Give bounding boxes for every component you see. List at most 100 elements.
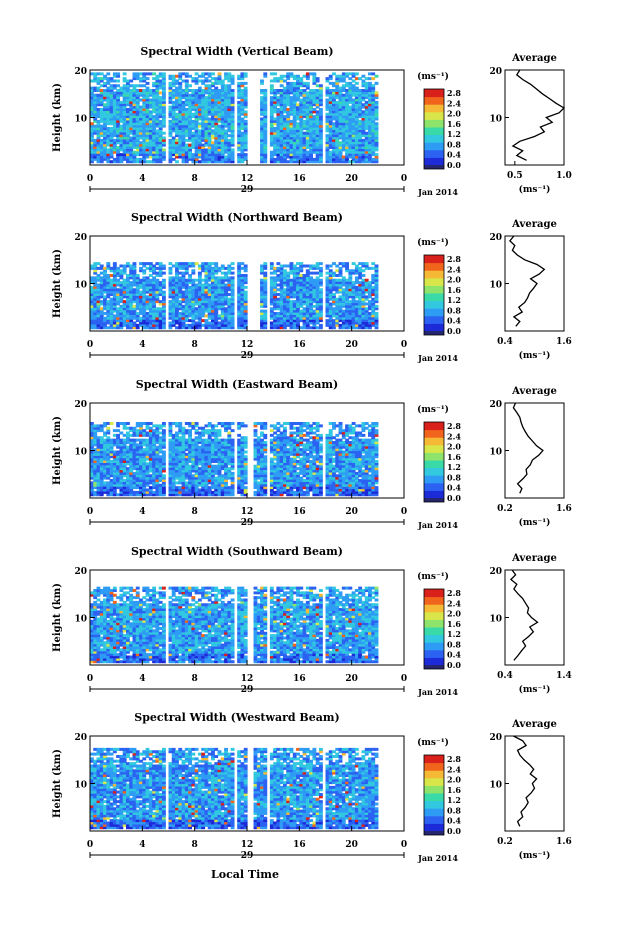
heatmap-cell [341,115,346,119]
heatmap-cell [90,285,94,289]
heatmap-cell [318,160,323,164]
heatmap-cell [155,112,160,116]
heatmap-cell [338,127,343,130]
heatmap-cell [207,74,212,78]
y-tick-label: 10 [74,281,87,291]
heatmap-cell [364,262,369,266]
heatmap-cell [139,112,143,116]
heatmap-cell [368,160,372,164]
heatmap-cell [237,141,242,145]
heatmap-cell [358,148,363,152]
heatmap-cell [332,81,336,85]
heatmap-cell [325,117,330,121]
heatmap-cell [351,141,356,145]
heatmap-cell [224,100,228,104]
heatmap-cell [211,160,215,164]
heatmap-cell [139,143,143,147]
heatmap-cell [214,86,219,90]
heatmap-cell [312,103,317,107]
heatmap-cell [207,153,212,157]
colorbar-segment [424,111,444,120]
heatmap-cell [273,100,278,104]
heatmap-cell [158,127,163,130]
heatmap-cell [289,131,294,135]
heatmap-cell [217,91,222,95]
heatmap-cell [269,129,274,133]
heatmap-cell [132,86,137,90]
heatmap-cell [171,110,176,114]
heatmap-cell [368,96,372,100]
heatmap-cell [129,112,134,116]
heatmap-cell [282,117,287,121]
heatmap-cell [103,321,107,325]
heatmap-cell [273,131,278,135]
heatmap-cell [286,150,291,154]
heatmap-cell [99,288,104,292]
heatmap-cell [106,131,111,135]
heatmap-cell [332,141,336,145]
heatmap-cell [325,155,330,159]
heatmap-cell [99,285,104,289]
heatmap-cell [302,138,307,142]
heatmap-cell [289,105,294,109]
heatmap-cell [230,266,235,270]
heatmap-cell [240,100,245,104]
heatmap-cell [289,84,294,88]
heatmap-cell [135,146,140,149]
heatmap-cell [171,103,176,107]
heatmap-cell [279,105,284,109]
heatmap-cell [289,119,294,123]
heatmap-cell [282,74,287,78]
heatmap-cell [155,77,160,81]
heatmap-cell [135,72,140,76]
heatmap-cell [204,108,209,111]
heatmap-cell [168,153,173,157]
heatmap-cell [191,136,196,140]
heatmap-cell [309,129,314,133]
heatmap-cell [191,124,196,128]
heatmap-cell [191,127,196,130]
heatmap-cell [325,91,330,95]
heatmap-cell [345,138,349,142]
heatmap-cell [292,122,297,126]
heatmap-cell [135,96,140,100]
heatmap-cell [184,117,189,121]
heatmap-cell [263,153,268,157]
heatmap-cell [178,96,183,100]
heatmap-cell [145,143,150,147]
heatmap-cell [145,148,150,152]
heatmap-cell [129,108,134,111]
heatmap-cell [292,115,297,119]
heatmap-cell [161,122,166,126]
heatmap-cell [289,153,294,157]
heatmap-cell [332,148,336,152]
heatmap-cell [214,134,219,138]
heatmap-cell [129,79,134,83]
heatmap-cell [168,100,173,104]
heatmap-cell [109,148,114,152]
heatmap-cell [191,77,196,81]
heatmap-cell [325,108,330,111]
heatmap-cell [155,103,160,107]
heatmap-cell [243,136,248,140]
heatmap-cell [207,100,212,104]
heatmap-cell [263,155,268,159]
heatmap-cell [332,146,336,149]
heatmap-cell [178,155,183,159]
heatmap-cell [191,146,196,149]
heatmap-cell [296,138,300,142]
heatmap-cell [132,153,137,157]
heatmap-cell [175,146,179,149]
heatmap-cell [106,79,111,83]
heatmap-cell [354,141,359,145]
heatmap-cell [158,81,163,85]
heatmap-cell [109,84,114,88]
heatmap-cell [338,143,343,147]
heatmap-cell [99,100,104,104]
heatmap-cell [214,131,219,135]
heatmap-cell [318,100,323,104]
heatmap-cell [194,117,199,121]
heatmap-cell [90,124,94,128]
heatmap-cell [351,112,356,116]
heatmap-cell [139,84,143,88]
